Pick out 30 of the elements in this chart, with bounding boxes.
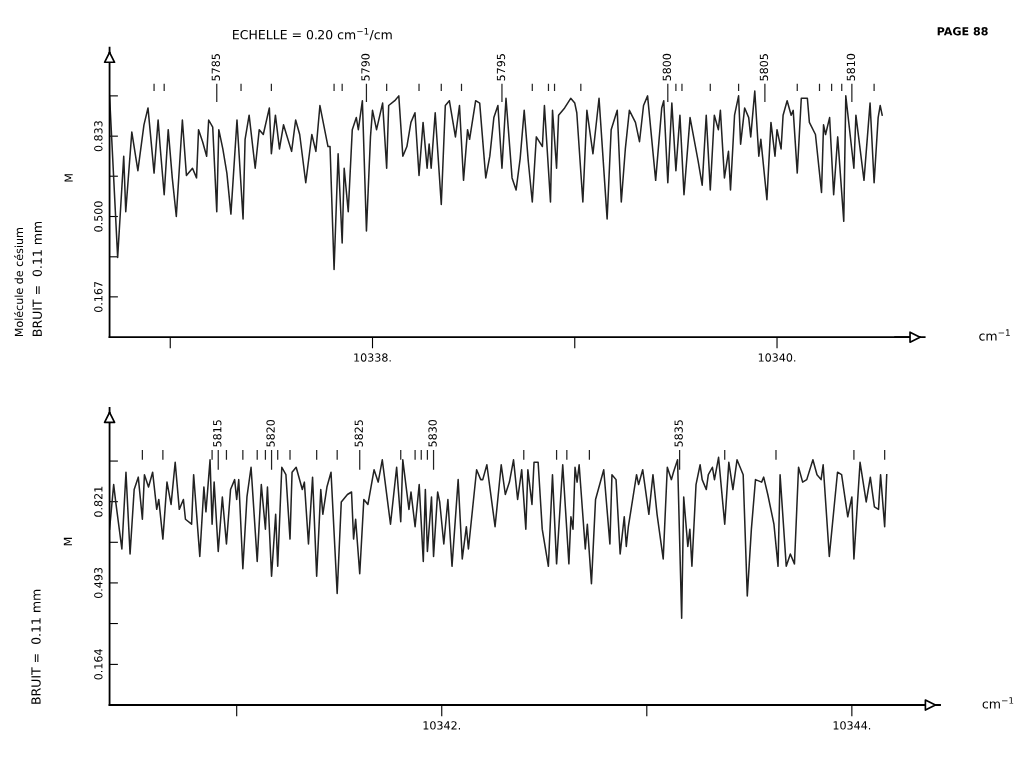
y-tick-label: 0.833 <box>94 121 103 152</box>
annotation: 5805 <box>759 54 769 81</box>
y-tick-label: 0.493 <box>94 567 103 599</box>
text: M <box>64 174 73 182</box>
text: Molécule de césium <box>14 228 24 337</box>
chart-title: ECHELLE = 0.20 cm$^{−1}$/cm <box>233 28 392 41</box>
annotation: 5815 <box>213 420 222 447</box>
annotation: 5830 <box>428 419 437 447</box>
annotation: 5790 <box>361 53 370 81</box>
x-axis-title: cm$^{−1}$ <box>982 697 1014 709</box>
y-axis-title: BRUIT = 0.11 mm <box>32 221 42 336</box>
x-axis-title: cm$^{−1}$ <box>979 329 1010 341</box>
text: PAGE 88 <box>937 27 988 36</box>
y-axis-title: BRUIT = 0.11 mm <box>31 589 41 704</box>
x-tick-label: 10344. <box>833 721 871 730</box>
annotation: 5795 <box>496 54 506 81</box>
text: M <box>63 537 72 546</box>
annotation: 5825 <box>354 420 363 447</box>
x-tick-label: 10340. <box>758 353 796 362</box>
annotation: 5785 <box>211 54 220 81</box>
annotation: 5800 <box>662 53 672 81</box>
x-tick-label: 10338. <box>354 353 391 362</box>
x-tick-label: 10342. <box>423 721 460 730</box>
annotation: 5810 <box>846 53 856 81</box>
annotation: 5820 <box>266 419 275 447</box>
y-tick-label: 0.821 <box>94 486 103 517</box>
y-tick-label: 0.500 <box>94 201 103 232</box>
y-tick-label: 0.164 <box>94 649 103 680</box>
y-tick-label: 0.167 <box>94 281 103 313</box>
annotation: 5835 <box>674 420 683 447</box>
